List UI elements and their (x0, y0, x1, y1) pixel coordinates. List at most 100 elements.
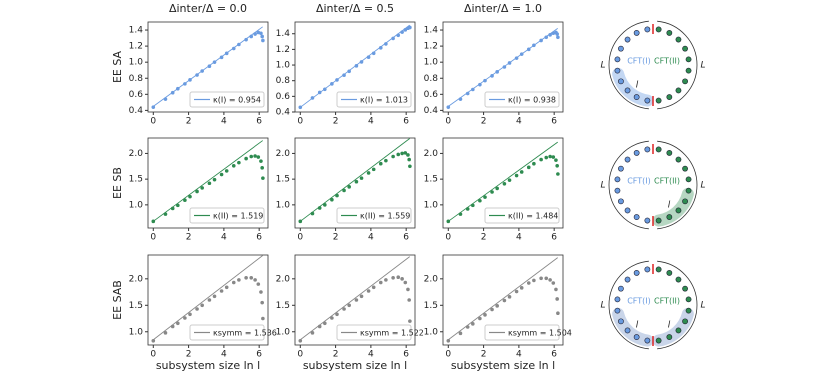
x-tick-label: 2 (186, 117, 192, 127)
data-point (507, 295, 512, 299)
data-point (514, 173, 519, 178)
site (675, 276, 682, 283)
data-point (354, 298, 359, 302)
subsystem-label: l (636, 321, 639, 331)
site (614, 176, 621, 183)
y-tick-label: 2.0 (424, 274, 439, 284)
data-point (384, 278, 388, 282)
site (685, 187, 692, 194)
site (682, 318, 688, 325)
data-point (342, 73, 346, 78)
site (624, 276, 631, 283)
data-point (532, 43, 536, 48)
data-point (544, 35, 549, 40)
y-tick-label: 0.6 (129, 90, 144, 100)
data-point (298, 105, 303, 110)
data-point (495, 304, 499, 308)
y-tick-label: 1.5 (276, 301, 290, 311)
site (675, 36, 682, 43)
y-tick-label: 1.0 (129, 58, 144, 68)
axes-frame (294, 254, 416, 346)
x-tick-label: 6 (256, 117, 262, 127)
length-label: L (700, 61, 705, 71)
site (682, 78, 688, 85)
y-tick-label: 1.4 (276, 29, 291, 39)
data-point (465, 325, 470, 329)
legend-box (336, 207, 412, 224)
x-tick-label: 4 (368, 233, 374, 243)
data-point (556, 35, 560, 40)
data-point (231, 46, 236, 51)
data-point (551, 281, 556, 285)
data-point (465, 91, 470, 96)
site (618, 165, 624, 172)
site (633, 214, 640, 220)
data-point (212, 60, 217, 64)
data-point (371, 167, 376, 172)
data-point (407, 157, 411, 162)
site (633, 150, 640, 156)
site (675, 207, 682, 214)
y-tick-label: 0.4 (424, 106, 439, 116)
site (655, 266, 662, 273)
axes-frame (147, 254, 269, 346)
data-point (408, 25, 412, 30)
y-tick-label: 2.0 (424, 149, 439, 159)
data-point (514, 56, 519, 60)
cft-label: CFT(II) (654, 57, 680, 66)
x-tick-label: 6 (403, 350, 409, 360)
site (675, 87, 682, 94)
cft-label: CFT(I) (627, 57, 651, 66)
site (644, 337, 651, 344)
site (685, 176, 692, 183)
y-tick-label: 0.8 (129, 74, 144, 84)
x-tick-label: 0 (445, 350, 451, 360)
data-point (224, 51, 229, 56)
axes-frame (442, 137, 564, 229)
legend-box (336, 91, 412, 108)
data-point (519, 286, 524, 290)
x-tick-label: 2 (481, 350, 487, 360)
data-point (391, 36, 395, 41)
data-point (183, 198, 187, 203)
x-tick-label: 4 (221, 233, 227, 243)
data-point (163, 212, 168, 216)
data-point (384, 42, 388, 46)
site (655, 217, 662, 224)
x-tick-label: 6 (551, 233, 557, 243)
data-point (342, 307, 346, 311)
axes-frame (294, 137, 416, 229)
data-point (471, 203, 475, 208)
data-point (507, 61, 512, 65)
site (618, 285, 624, 292)
data-point (458, 97, 463, 101)
data-point (366, 55, 371, 60)
y-tick-label: 1.0 (276, 200, 291, 210)
y-tick-label: 1.0 (129, 327, 144, 337)
data-point (471, 87, 475, 92)
data-point (478, 82, 482, 87)
data-point (261, 316, 265, 321)
data-point (408, 164, 412, 169)
data-point (366, 171, 371, 175)
data-point (555, 163, 559, 168)
data-point (406, 153, 410, 157)
data-point (260, 166, 264, 170)
data-point (200, 303, 204, 308)
site (644, 146, 651, 153)
data-point (384, 158, 388, 163)
data-point (260, 34, 264, 39)
data-point (219, 172, 224, 177)
site (624, 156, 631, 163)
site (633, 30, 640, 36)
length-label: L (700, 181, 705, 191)
data-point (408, 319, 412, 323)
data-point (317, 90, 322, 95)
data-point (555, 297, 559, 301)
data-point (400, 151, 404, 156)
legend-box (336, 324, 412, 341)
data-point (256, 155, 261, 159)
site (685, 67, 692, 74)
data-point (514, 289, 519, 294)
